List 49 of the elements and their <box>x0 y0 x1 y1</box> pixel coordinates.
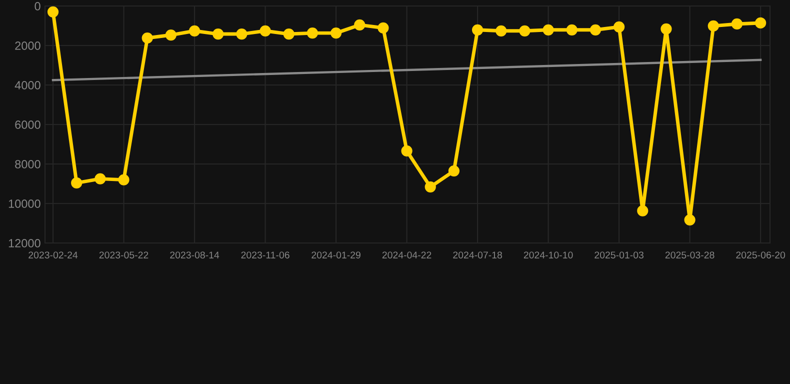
point <box>165 29 176 41</box>
point <box>94 173 106 184</box>
point <box>188 25 200 36</box>
x-tick-label: 2025-06-20 <box>736 252 786 258</box>
point <box>212 28 224 40</box>
point <box>590 24 602 36</box>
y-tick-label: 8000 <box>15 160 40 168</box>
y-tick-label: 4000 <box>14 81 40 90</box>
point <box>71 177 82 189</box>
point <box>496 25 507 36</box>
x-tick-label: 2025-03-28 <box>665 252 714 258</box>
point <box>330 28 342 39</box>
point <box>306 28 318 39</box>
x-tick-label: 2023-05-22 <box>99 252 148 258</box>
point <box>142 32 153 44</box>
point <box>566 24 578 36</box>
y-tick-label: 2000 <box>15 42 40 50</box>
x-tick-label: 2024-07-18 <box>453 252 502 258</box>
point <box>448 165 460 176</box>
point <box>283 28 294 40</box>
point <box>260 25 271 36</box>
point <box>614 21 625 32</box>
x-tick-label: 2023-08-14 <box>170 252 220 258</box>
point <box>637 205 648 216</box>
x-tick-label: 2025-01-03 <box>594 252 644 258</box>
x-tick-label: 2023-02-24 <box>28 252 78 258</box>
x-tick-label: 2023-11-06 <box>241 252 290 258</box>
point <box>424 181 436 192</box>
point <box>731 18 743 30</box>
y-tick-label: 12000 <box>8 239 40 248</box>
point <box>47 6 59 18</box>
point <box>472 24 484 36</box>
x-tick-label: 2024-10-10 <box>524 252 573 258</box>
y-tick-label: 0 <box>34 2 40 10</box>
x-tick-label: 2024-01-29 <box>312 252 360 258</box>
point <box>542 24 554 36</box>
point <box>236 28 248 40</box>
point <box>755 17 766 29</box>
point <box>660 23 672 34</box>
point <box>354 19 366 31</box>
point <box>519 25 530 36</box>
point <box>378 22 389 34</box>
y-tick-label: 10000 <box>8 200 40 208</box>
y-tick-label: 6000 <box>15 120 40 129</box>
point <box>708 20 719 32</box>
point <box>684 214 696 226</box>
point <box>401 145 412 157</box>
point <box>118 174 130 186</box>
x-tick-label: 2024-04-22 <box>382 252 432 258</box>
